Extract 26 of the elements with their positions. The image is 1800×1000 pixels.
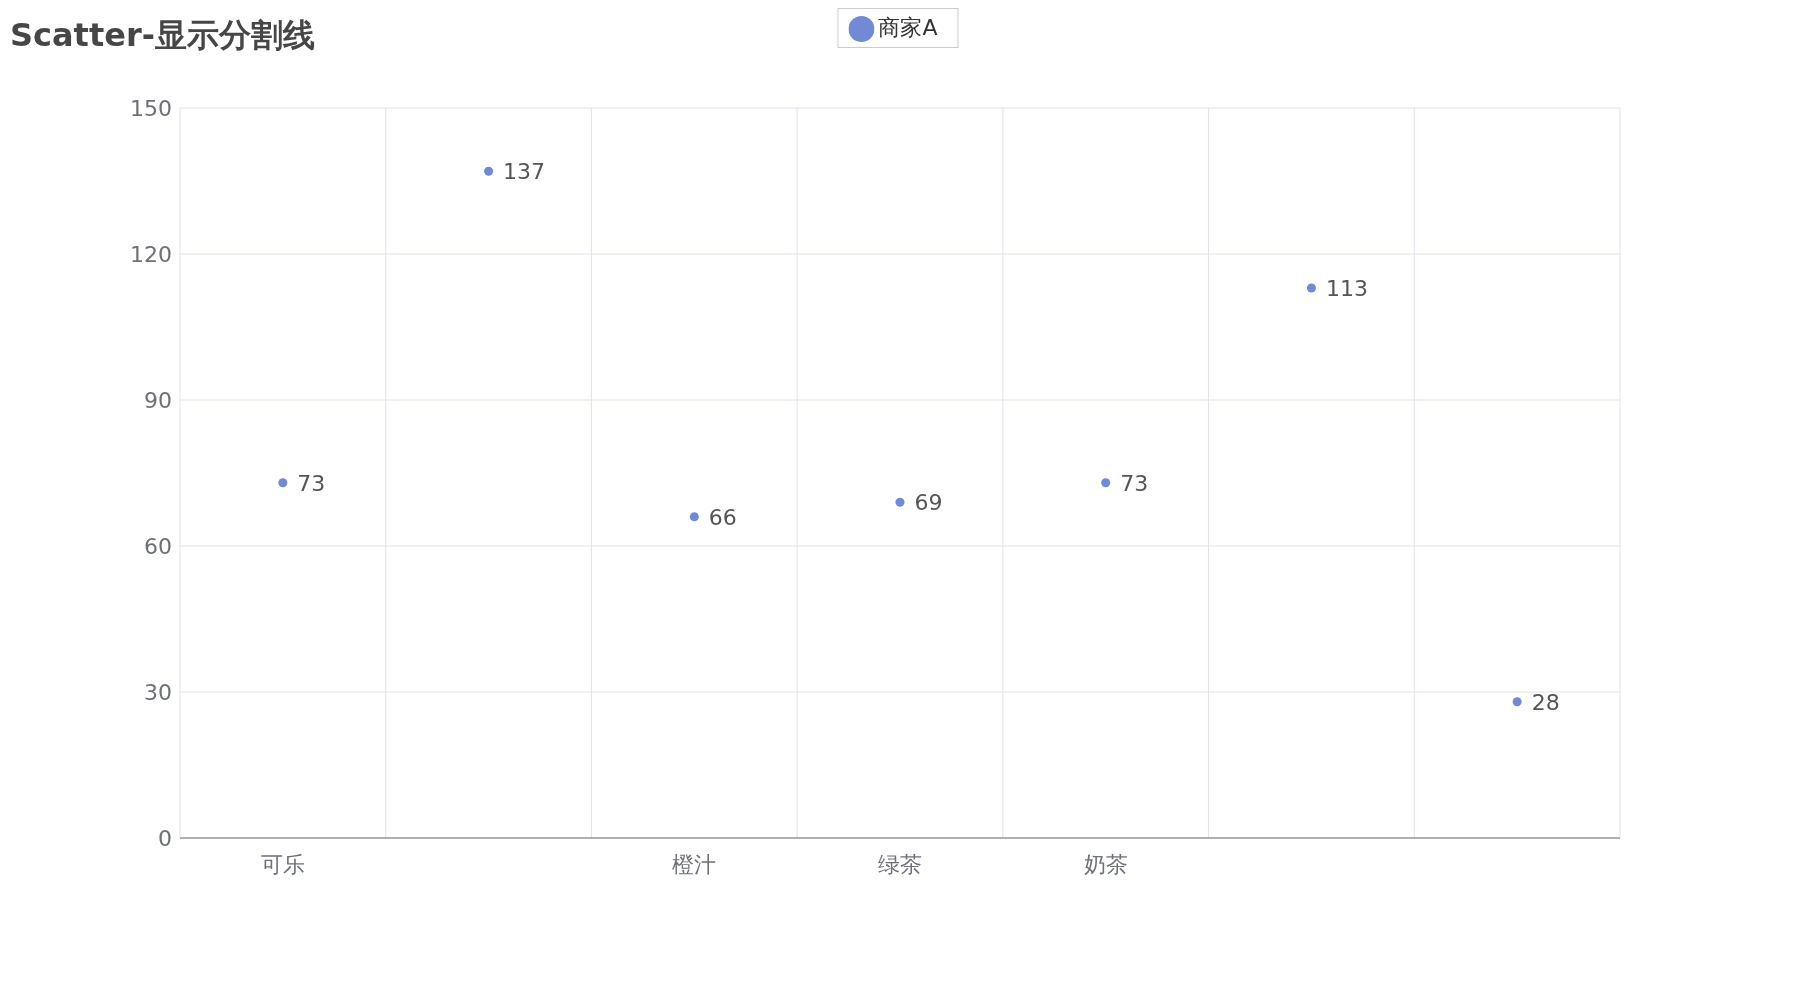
data-label: 66 (708, 504, 737, 530)
point (689, 512, 699, 522)
legend-label: 商家A (878, 15, 938, 40)
point (1512, 697, 1522, 707)
y-tick-label: 60 (144, 533, 172, 559)
data-label: 73 (297, 470, 326, 496)
data-label: 113 (1325, 275, 1368, 301)
chart-title: Scatter-显示分割线 (10, 15, 315, 56)
y-tick-label: 120 (130, 241, 172, 267)
point (1101, 478, 1111, 488)
data-label: 73 (1120, 470, 1149, 496)
x-tick-label: 可乐 (260, 851, 305, 877)
point (484, 166, 494, 176)
point (278, 478, 288, 488)
y-tick-label: 0 (158, 825, 172, 851)
x-tick-label: 奶茶 (1083, 851, 1128, 877)
point (895, 497, 905, 507)
data-label: 28 (1531, 689, 1560, 715)
data-label: 137 (503, 159, 546, 185)
data-label: 69 (914, 490, 943, 516)
y-tick-label: 30 (144, 679, 172, 705)
x-tick-label: 绿茶 (878, 851, 922, 877)
y-tick-label: 90 (144, 387, 172, 413)
y-tick-label: 150 (130, 95, 172, 121)
point (1306, 283, 1316, 293)
x-tick-label: 橙汁 (672, 851, 717, 877)
